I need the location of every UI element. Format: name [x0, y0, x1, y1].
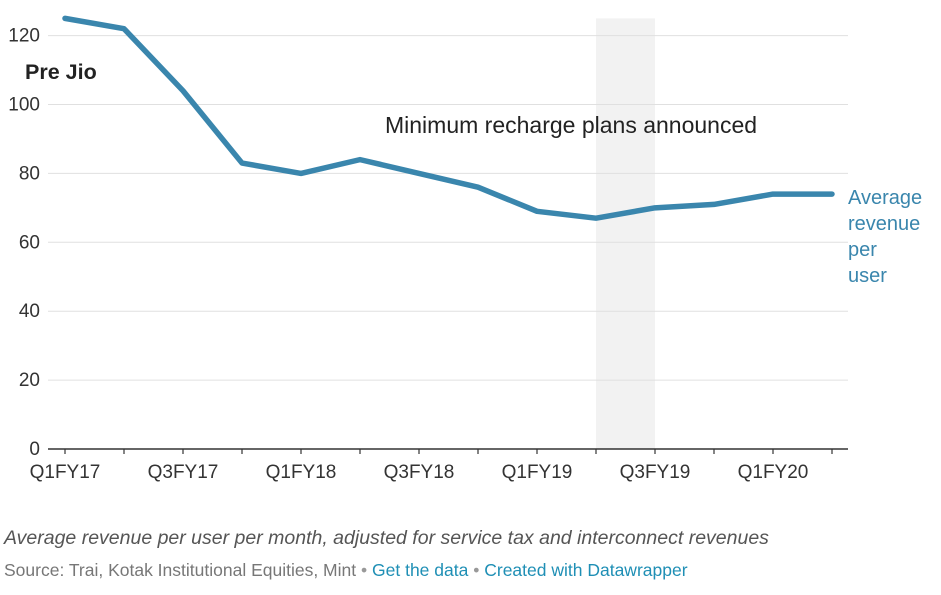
chart-notes: Average revenue per user per month, adju…: [4, 524, 934, 584]
x-tick-label: Q3FY18: [384, 462, 455, 483]
source-text: Source: Trai, Kotak Institutional Equiti…: [4, 560, 357, 580]
annotation-minimum-recharge: Minimum recharge plans announced: [385, 112, 757, 138]
series-label: Average revenue per user: [848, 187, 922, 287]
y-tick-label: 100: [8, 95, 40, 116]
x-axis-ticks: Q1FY17 Q3FY17 Q1FY18 Q3FY18 Q1FY19 Q3FY19 Q1FY…: [30, 449, 833, 483]
series-label-line: per: [848, 239, 877, 261]
created-with-datawrapper-link[interactable]: Created with Datawrapper: [484, 560, 688, 580]
x-tick-label: Q1FY18: [266, 462, 337, 483]
x-tick-label: Q1FY17: [30, 462, 101, 483]
get-the-data-link[interactable]: Get the data: [372, 560, 469, 580]
gridlines: [48, 35, 848, 381]
x-tick-label: Q3FY17: [148, 462, 219, 483]
chart-description: Average revenue per user per month, adju…: [4, 527, 769, 549]
shaded-period: [596, 18, 655, 449]
series-label-line: revenue: [848, 213, 920, 235]
y-tick-label: 120: [8, 26, 40, 47]
series-line-arpu: [62, 15, 835, 221]
line-chart: 0 20 40 60 80 100 120 Q1FY17 Q3FY17 Q1FY18 Q3FY18…: [8, 15, 922, 483]
separator: •: [361, 560, 368, 580]
x-tick-label: Q1FY20: [738, 462, 809, 483]
separator: •: [473, 560, 480, 580]
y-tick-label: 0: [29, 439, 40, 460]
x-tick-label: Q3FY19: [620, 462, 691, 483]
y-tick-label: 80: [19, 163, 40, 184]
x-tick-label: Q1FY19: [502, 462, 573, 483]
y-tick-label: 60: [19, 232, 40, 253]
y-axis-ticks: 0 20 40 60 80 100 120: [8, 26, 40, 460]
y-tick-label: 40: [19, 301, 40, 322]
chart-source-line: Source: Trai, Kotak Institutional Equiti…: [4, 556, 934, 584]
y-tick-label: 20: [19, 370, 40, 391]
series-label-line: Average: [848, 187, 922, 209]
series-label-line: user: [848, 265, 887, 287]
annotation-pre-jio: Pre Jio: [25, 60, 97, 84]
